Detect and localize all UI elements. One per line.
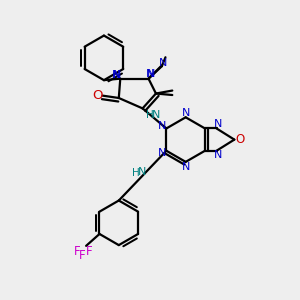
Text: N: N <box>112 70 121 80</box>
Text: N: N <box>214 119 223 129</box>
Text: N: N <box>182 108 190 118</box>
Text: O: O <box>235 133 244 146</box>
Text: N: N <box>158 148 166 158</box>
Text: H: H <box>132 168 140 178</box>
Text: N: N <box>146 69 154 79</box>
Text: N: N <box>138 167 146 177</box>
Text: N: N <box>159 58 168 68</box>
Text: N: N <box>147 69 155 79</box>
Text: N: N <box>182 162 190 172</box>
Text: O: O <box>92 89 102 102</box>
Text: F: F <box>86 245 92 258</box>
Text: N: N <box>152 110 160 120</box>
Text: N: N <box>158 121 166 131</box>
Text: F: F <box>74 245 80 258</box>
Text: H: H <box>146 110 154 120</box>
Text: F: F <box>79 249 86 262</box>
Text: N: N <box>214 150 223 160</box>
Text: N: N <box>112 70 121 80</box>
